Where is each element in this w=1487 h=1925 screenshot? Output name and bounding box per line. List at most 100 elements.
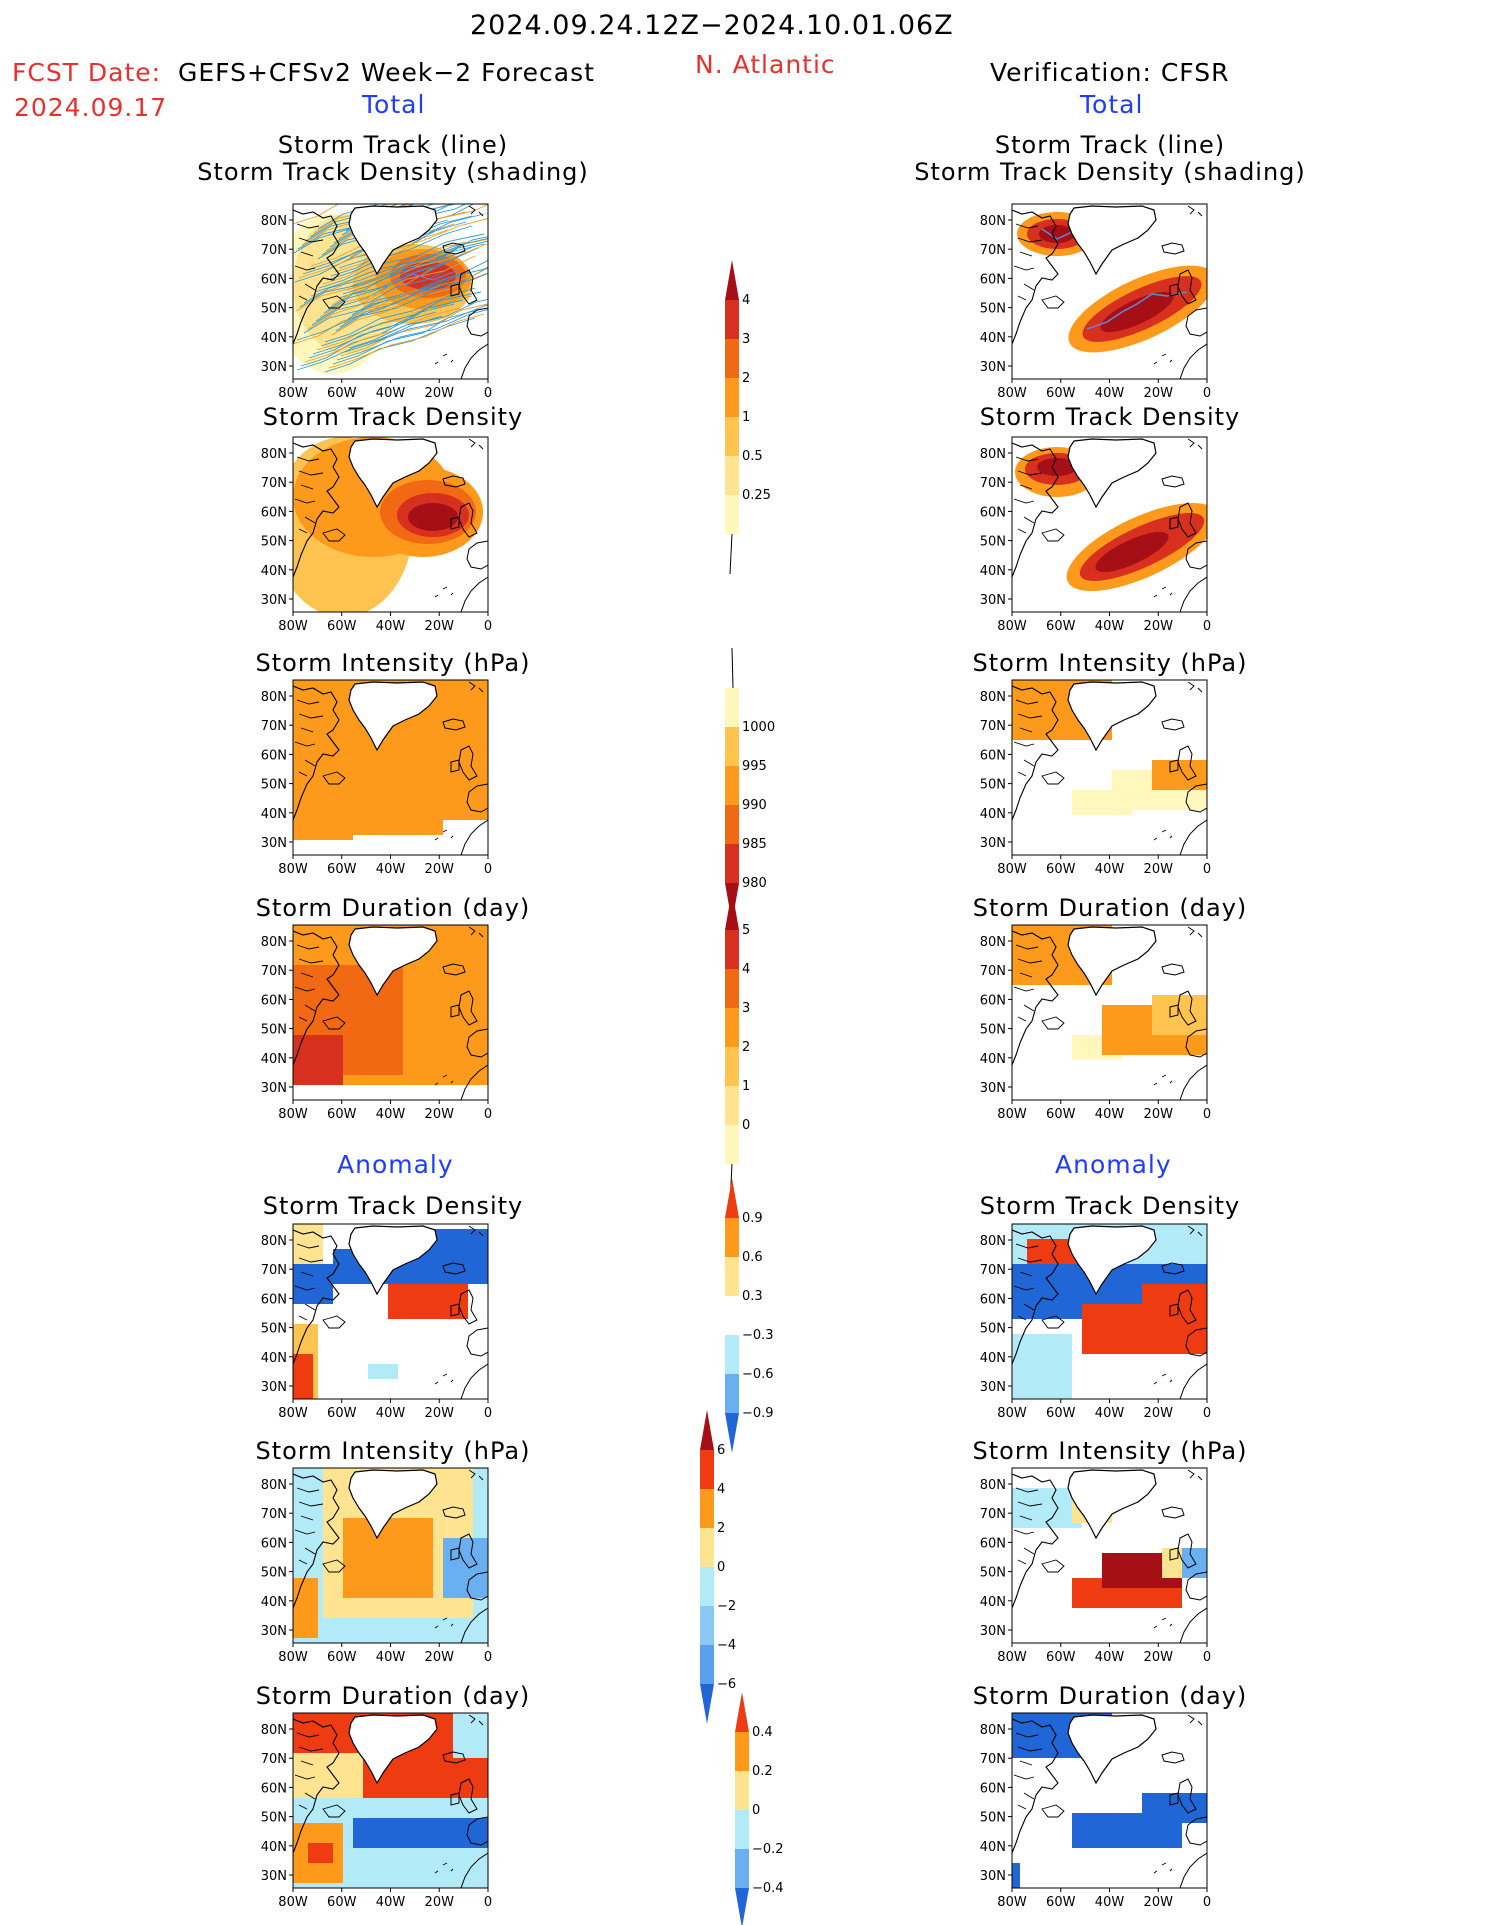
lon-tick-label: 80W bbox=[278, 1895, 308, 1910]
map-panel-r5-c0: 80N 70N 60N 50N 40N 30N 80W 60W 40W 20W 0 bbox=[261, 1467, 492, 1665]
title-duration-anom-right: Storm Duration (day) bbox=[972, 1682, 1248, 1710]
lon-tick-label: 40W bbox=[1095, 862, 1125, 877]
date-range-title: 2024.09.24.12Z−2024.10.01.06Z bbox=[470, 10, 954, 41]
lat-tick-label: 50N bbox=[980, 778, 1006, 793]
lon-tick-label: 80W bbox=[997, 1895, 1027, 1910]
lat-tick-label: 80N bbox=[261, 1478, 287, 1493]
lat-tick-label: 40N bbox=[980, 564, 1006, 579]
colorbar-label: −0.6 bbox=[742, 1367, 774, 1382]
colorbar-label: 4 bbox=[742, 293, 750, 308]
section-total-left: Total bbox=[362, 90, 426, 119]
title-density-anom-left: Storm Track Density bbox=[262, 1192, 524, 1220]
lat-tick-label: 40N bbox=[261, 1351, 287, 1366]
lon-tick-label: 20W bbox=[1144, 619, 1174, 634]
lat-tick-label: 50N bbox=[980, 302, 1006, 317]
map-panel-r2-c0: 80N 70N 60N 50N 40N 30N 80W 60W 40W 20W 0 bbox=[261, 679, 492, 877]
map-panel-r5-c1: 80N 70N 60N 50N 40N 30N 80W 60W 40W 20W 0 bbox=[980, 1467, 1211, 1665]
lat-tick-label: 40N bbox=[980, 1595, 1006, 1610]
colorbar-label: 0 bbox=[717, 1560, 725, 1575]
region-label: N. Atlantic bbox=[695, 50, 836, 79]
colorbar-label: 5 bbox=[742, 923, 750, 938]
title-duration-left: Storm Duration (day) bbox=[255, 894, 531, 922]
lon-tick-label: 20W bbox=[1144, 1650, 1174, 1665]
lat-tick-label: 80N bbox=[261, 1723, 287, 1738]
title-duration-right: Storm Duration (day) bbox=[972, 894, 1248, 922]
lon-tick-label: 40W bbox=[376, 1406, 406, 1421]
title-intensity-right: Storm Intensity (hPa) bbox=[972, 649, 1248, 677]
lon-tick-label: 80W bbox=[278, 1406, 308, 1421]
lat-tick-label: 30N bbox=[980, 593, 1006, 608]
colorbar-label: 990 bbox=[742, 798, 767, 813]
lon-tick-label: 80W bbox=[278, 1107, 308, 1122]
lon-tick-label: 80W bbox=[278, 862, 308, 877]
map-panel-r1-c1: 80N 70N 60N 50N 40N 30N 80W 60W 40W 20W 0 bbox=[980, 436, 1211, 634]
colorbar-duration: 5 4 3 2 1 0 bbox=[725, 890, 750, 1205]
lat-tick-label: 70N bbox=[261, 476, 287, 491]
lat-tick-label: 60N bbox=[261, 1536, 287, 1551]
lat-tick-label: 60N bbox=[261, 505, 287, 520]
lat-tick-label: 70N bbox=[261, 1507, 287, 1522]
lat-tick-label: 40N bbox=[261, 1052, 287, 1067]
colorbar-density: 4 3 2 1 0.5 0.25 bbox=[725, 260, 771, 575]
map-panel-r2-c1: 80N 70N 60N 50N 40N 30N 80W 60W 40W 20W 0 bbox=[980, 679, 1211, 877]
section-anomaly-left: Anomaly bbox=[337, 1150, 454, 1179]
lon-tick-label: 0 bbox=[1203, 1650, 1211, 1665]
lat-tick-label: 50N bbox=[980, 1566, 1006, 1581]
colorbar-label: −0.3 bbox=[742, 1328, 774, 1343]
lat-tick-label: 80N bbox=[261, 1234, 287, 1249]
lon-tick-label: 80W bbox=[997, 1406, 1027, 1421]
lat-tick-label: 80N bbox=[980, 690, 1006, 705]
lon-tick-label: 40W bbox=[376, 1895, 406, 1910]
lat-tick-label: 80N bbox=[261, 214, 287, 229]
lat-tick-label: 30N bbox=[261, 1380, 287, 1395]
lat-tick-label: 70N bbox=[980, 476, 1006, 491]
lon-tick-label: 60W bbox=[1046, 1107, 1076, 1122]
lon-tick-label: 40W bbox=[1095, 1895, 1125, 1910]
colorbar-label: 985 bbox=[742, 837, 767, 852]
lon-tick-label: 0 bbox=[1203, 1406, 1211, 1421]
lat-tick-label: 30N bbox=[261, 1624, 287, 1639]
lon-tick-label: 20W bbox=[1144, 1895, 1174, 1910]
lat-tick-label: 60N bbox=[980, 993, 1006, 1008]
colorbar-label: 0 bbox=[742, 1118, 750, 1133]
colorbar-label: 980 bbox=[742, 876, 767, 891]
colorbar-label: 1 bbox=[742, 1079, 750, 1094]
lat-tick-label: 60N bbox=[980, 1536, 1006, 1551]
lon-tick-label: 60W bbox=[1046, 1895, 1076, 1910]
lon-tick-label: 20W bbox=[425, 1895, 455, 1910]
map-panel-r4-c1: 80N 70N 60N 50N 40N 30N 80W 60W 40W 20W 0 bbox=[980, 1223, 1211, 1421]
lon-tick-label: 0 bbox=[484, 1895, 492, 1910]
lat-tick-label: 60N bbox=[980, 1781, 1006, 1796]
lat-tick-label: 80N bbox=[261, 935, 287, 950]
lat-tick-label: 30N bbox=[261, 360, 287, 375]
lon-tick-label: 60W bbox=[327, 1107, 357, 1122]
map-panel-r1-c0: 80N 70N 60N 50N 40N 30N 80W 60W 40W 20W 0 bbox=[261, 436, 492, 634]
lat-tick-label: 50N bbox=[980, 1322, 1006, 1337]
colorbar-label: 0.25 bbox=[742, 488, 771, 503]
lat-tick-label: 70N bbox=[980, 1263, 1006, 1278]
lon-tick-label: 40W bbox=[376, 619, 406, 634]
lon-tick-label: 80W bbox=[997, 862, 1027, 877]
colorbar-label: 995 bbox=[742, 759, 767, 774]
section-total-right: Total bbox=[1080, 90, 1144, 119]
colorbar-label: 0.4 bbox=[752, 1725, 773, 1740]
lon-tick-label: 60W bbox=[1046, 1650, 1076, 1665]
lon-tick-label: 40W bbox=[376, 386, 406, 401]
lon-tick-label: 0 bbox=[484, 1107, 492, 1122]
lat-tick-label: 40N bbox=[980, 331, 1006, 346]
lat-tick-label: 30N bbox=[980, 1081, 1006, 1096]
lat-tick-label: 30N bbox=[980, 1380, 1006, 1395]
lat-tick-label: 80N bbox=[980, 1723, 1006, 1738]
lat-tick-label: 50N bbox=[980, 1811, 1006, 1826]
lat-tick-label: 30N bbox=[261, 836, 287, 851]
lon-tick-label: 60W bbox=[327, 1406, 357, 1421]
lon-tick-label: 40W bbox=[1095, 1107, 1125, 1122]
lat-tick-label: 70N bbox=[980, 243, 1006, 258]
title-density-anom-right: Storm Track Density bbox=[979, 1192, 1241, 1220]
lon-tick-label: 40W bbox=[376, 1650, 406, 1665]
colorbar-duration-anom: 0.4 0.2 0 −0.2 −0.4 bbox=[735, 1692, 784, 1925]
colorbar-label: 3 bbox=[742, 332, 750, 347]
colorbar-label: 0.2 bbox=[752, 1764, 773, 1779]
